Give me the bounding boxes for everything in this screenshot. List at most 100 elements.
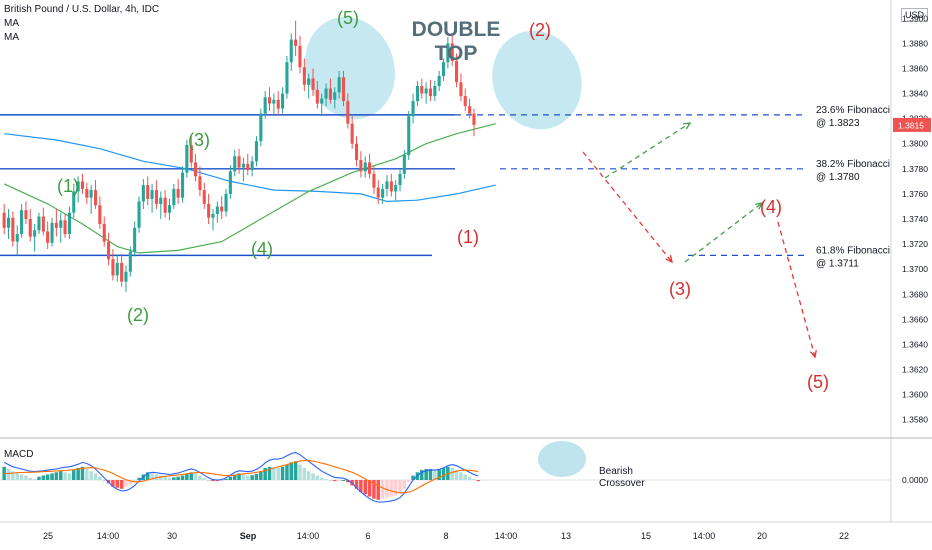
macd-histogram-bar bbox=[189, 472, 193, 480]
candle-body bbox=[150, 190, 154, 199]
candle-body bbox=[294, 39, 298, 46]
candle bbox=[307, 73, 311, 99]
macd-histogram-bar bbox=[437, 469, 441, 480]
wave-label-red: (1) bbox=[457, 227, 479, 247]
candle bbox=[246, 153, 250, 176]
candle-body bbox=[259, 113, 263, 142]
macd-histogram-bar bbox=[389, 480, 394, 497]
macd-histogram-bar bbox=[163, 476, 167, 480]
macd-histogram-bar bbox=[193, 473, 198, 480]
ma-green-line bbox=[3, 123, 496, 254]
candle-body bbox=[415, 86, 419, 102]
candle-body bbox=[80, 181, 84, 189]
macd-histogram-bar bbox=[280, 466, 285, 480]
x-tick-label: 22 bbox=[839, 531, 849, 541]
macd-histogram-bar bbox=[372, 480, 376, 499]
candle-body bbox=[154, 190, 158, 204]
candle-body bbox=[185, 145, 189, 173]
macd-histogram-bar bbox=[85, 469, 89, 480]
candle bbox=[24, 201, 28, 225]
macd-histogram-bar bbox=[363, 480, 367, 495]
candle-body bbox=[437, 76, 441, 86]
candle-body bbox=[94, 190, 98, 206]
macd-histogram-bar bbox=[328, 480, 333, 481]
macd-note-line1: Bearish bbox=[599, 466, 633, 477]
candle-body bbox=[194, 162, 198, 177]
macd-histogram-bar bbox=[185, 473, 189, 480]
candle bbox=[459, 73, 463, 102]
macd-label[interactable]: MACD bbox=[4, 449, 34, 460]
macd-histogram-bar bbox=[24, 475, 28, 480]
macd-histogram-bar bbox=[250, 475, 254, 480]
candle bbox=[80, 173, 84, 194]
projection-red-1 bbox=[582, 151, 673, 264]
candle-body bbox=[263, 97, 267, 114]
candle bbox=[128, 246, 132, 277]
y-tick-label: 1.3680 bbox=[902, 289, 928, 299]
candle-body bbox=[385, 181, 389, 189]
candle bbox=[346, 93, 350, 129]
macd-histogram-bar bbox=[63, 472, 67, 480]
candle-body bbox=[111, 259, 115, 276]
macd-histogram-bar bbox=[306, 471, 311, 480]
pattern-label-line2: TOP bbox=[435, 42, 478, 65]
candle bbox=[37, 212, 41, 235]
candle bbox=[437, 70, 441, 92]
y-tick-label: 1.3880 bbox=[902, 38, 928, 48]
macd-histogram-bar bbox=[367, 480, 372, 497]
macd-histogram-bar bbox=[176, 476, 180, 480]
y-tick-label: 1.3580 bbox=[902, 415, 928, 425]
candle bbox=[202, 182, 206, 209]
y-tick-label: 1.3620 bbox=[902, 365, 928, 375]
macd-histogram-bar bbox=[285, 464, 289, 480]
candle-body bbox=[11, 217, 15, 242]
candle-body bbox=[37, 216, 41, 231]
macd-histogram-bar bbox=[233, 474, 237, 480]
x-tick-label: 14:00 bbox=[693, 531, 716, 541]
candle-body bbox=[411, 101, 415, 117]
candle bbox=[289, 33, 293, 71]
ma-label-1[interactable]: MA bbox=[4, 18, 19, 29]
candle-body bbox=[446, 43, 450, 63]
candle bbox=[241, 157, 245, 182]
candle bbox=[385, 175, 389, 197]
x-tick-label: 8 bbox=[443, 531, 448, 541]
candle bbox=[76, 176, 80, 203]
macd-histogram-bar bbox=[424, 469, 428, 480]
macd-zero-label: 0.0000 bbox=[902, 475, 928, 485]
candle bbox=[389, 173, 393, 197]
projection-red-3 bbox=[777, 221, 817, 359]
macd-histogram-bar bbox=[211, 480, 215, 482]
candle-body bbox=[50, 222, 54, 243]
horizontal-lines bbox=[0, 114, 805, 257]
candle bbox=[194, 153, 198, 182]
candle-body bbox=[202, 190, 206, 204]
candle-body bbox=[102, 224, 106, 242]
macd-histogram-bar bbox=[402, 480, 407, 489]
ma-label-2[interactable]: MA bbox=[4, 32, 19, 43]
candle-body bbox=[115, 262, 119, 276]
candle bbox=[463, 88, 467, 112]
candle bbox=[237, 148, 241, 174]
macd-histogram-bar bbox=[219, 480, 224, 481]
candle bbox=[420, 78, 424, 99]
wave-label-red: (3) bbox=[669, 279, 691, 299]
candle-body bbox=[85, 188, 89, 198]
candle bbox=[446, 37, 450, 69]
macd-histogram-bar bbox=[80, 466, 85, 480]
candles bbox=[2, 20, 476, 292]
candle-body bbox=[141, 185, 145, 202]
candle bbox=[150, 183, 154, 213]
highlight-peak-2 bbox=[492, 30, 582, 130]
candle-body bbox=[341, 77, 345, 101]
candle bbox=[185, 139, 189, 178]
macd-histogram-bar bbox=[341, 480, 346, 481]
candle bbox=[402, 150, 406, 179]
candle-body bbox=[459, 82, 463, 97]
candle-body bbox=[146, 185, 150, 199]
candle-body bbox=[98, 205, 102, 224]
candle bbox=[263, 91, 267, 119]
current-price-label: 1.3815 bbox=[898, 120, 924, 130]
macd-histogram-bar bbox=[241, 474, 246, 480]
